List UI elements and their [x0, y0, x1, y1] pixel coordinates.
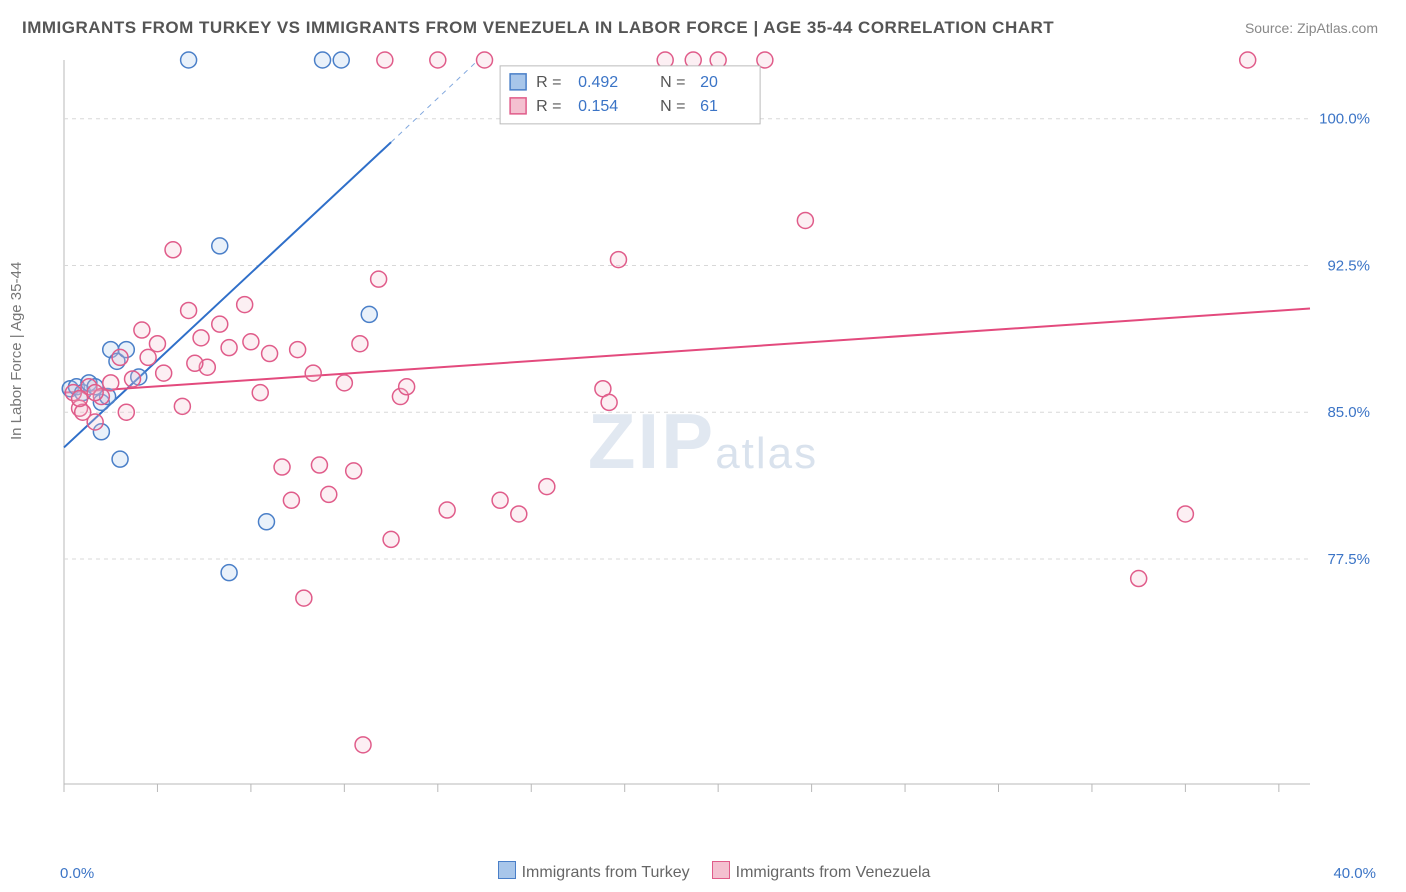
data-point: [134, 322, 150, 338]
svg-text:61: 61: [700, 98, 718, 115]
data-point: [511, 506, 527, 522]
data-point: [221, 565, 237, 581]
data-point: [165, 242, 181, 258]
data-point: [492, 492, 508, 508]
legend-swatch: [498, 861, 516, 879]
data-point: [430, 52, 446, 68]
data-point: [274, 459, 290, 475]
data-point: [149, 336, 165, 352]
data-point: [252, 385, 268, 401]
data-point: [118, 404, 134, 420]
data-point: [125, 371, 141, 387]
data-point: [243, 334, 259, 350]
legend-label: Immigrants from Venezuela: [736, 864, 931, 881]
data-point: [140, 349, 156, 365]
data-point: [383, 531, 399, 547]
source-attribution: Source: ZipAtlas.com: [1245, 20, 1378, 36]
stats-box: R = 0.492 N = 20 R = 0.154 N = 61: [500, 66, 760, 124]
data-point: [371, 271, 387, 287]
legend-bottom: Immigrants from Turkey Immigrants from Ve…: [0, 861, 1406, 882]
data-point: [212, 316, 228, 332]
svg-text:20: 20: [700, 74, 718, 91]
data-point: [355, 737, 371, 753]
data-point: [361, 306, 377, 322]
data-point: [539, 479, 555, 495]
data-point: [311, 457, 327, 473]
svg-text:N =: N =: [660, 98, 685, 115]
legend-label: Immigrants from Turkey: [522, 864, 690, 881]
data-point: [601, 394, 617, 410]
scatter-plot: 77.5% 85.0% 92.5% 100.0% R = 0.492 N = 20 R = 0.1…: [60, 50, 1380, 840]
data-point: [72, 391, 88, 407]
data-point: [610, 252, 626, 268]
y-tick-label: 85.0%: [1327, 404, 1370, 421]
svg-text:0.492: 0.492: [578, 74, 618, 91]
data-point: [112, 451, 128, 467]
y-tick-label: 100.0%: [1319, 111, 1370, 128]
data-point: [336, 375, 352, 391]
data-point: [1177, 506, 1193, 522]
y-tick-label: 92.5%: [1327, 257, 1370, 274]
svg-text:N =: N =: [660, 74, 685, 91]
data-point: [283, 492, 299, 508]
svg-text:R =: R =: [536, 98, 561, 115]
data-point: [262, 346, 278, 362]
y-axis-label: In Labor Force | Age 35-44: [8, 262, 25, 440]
data-point: [1240, 52, 1256, 68]
data-point: [221, 340, 237, 356]
y-tick-label: 77.5%: [1327, 551, 1370, 568]
legend-swatch: [712, 861, 730, 879]
data-point: [193, 330, 209, 346]
data-point: [399, 379, 415, 395]
data-point: [187, 355, 203, 371]
data-point: [181, 52, 197, 68]
data-point: [181, 302, 197, 318]
data-point: [237, 297, 253, 313]
data-point: [477, 52, 493, 68]
data-point: [290, 342, 306, 358]
data-point: [156, 365, 172, 381]
svg-text:0.154: 0.154: [578, 98, 618, 115]
data-point: [212, 238, 228, 254]
data-point: [439, 502, 455, 518]
data-point: [258, 514, 274, 530]
data-point: [333, 52, 349, 68]
data-point: [797, 212, 813, 228]
data-point: [87, 385, 103, 401]
data-point: [346, 463, 362, 479]
chart-title: IMMIGRANTS FROM TURKEY VS IMMIGRANTS FRO…: [22, 18, 1054, 38]
data-point: [87, 414, 103, 430]
data-point: [321, 486, 337, 502]
data-point: [174, 398, 190, 414]
svg-text:R =: R =: [536, 74, 561, 91]
data-point: [377, 52, 393, 68]
data-point: [1131, 571, 1147, 587]
data-point: [103, 375, 119, 391]
chart-container: IMMIGRANTS FROM TURKEY VS IMMIGRANTS FRO…: [0, 0, 1406, 892]
data-point: [315, 52, 331, 68]
data-point: [305, 365, 321, 381]
data-point: [352, 336, 368, 352]
data-point: [296, 590, 312, 606]
data-point: [112, 349, 128, 365]
